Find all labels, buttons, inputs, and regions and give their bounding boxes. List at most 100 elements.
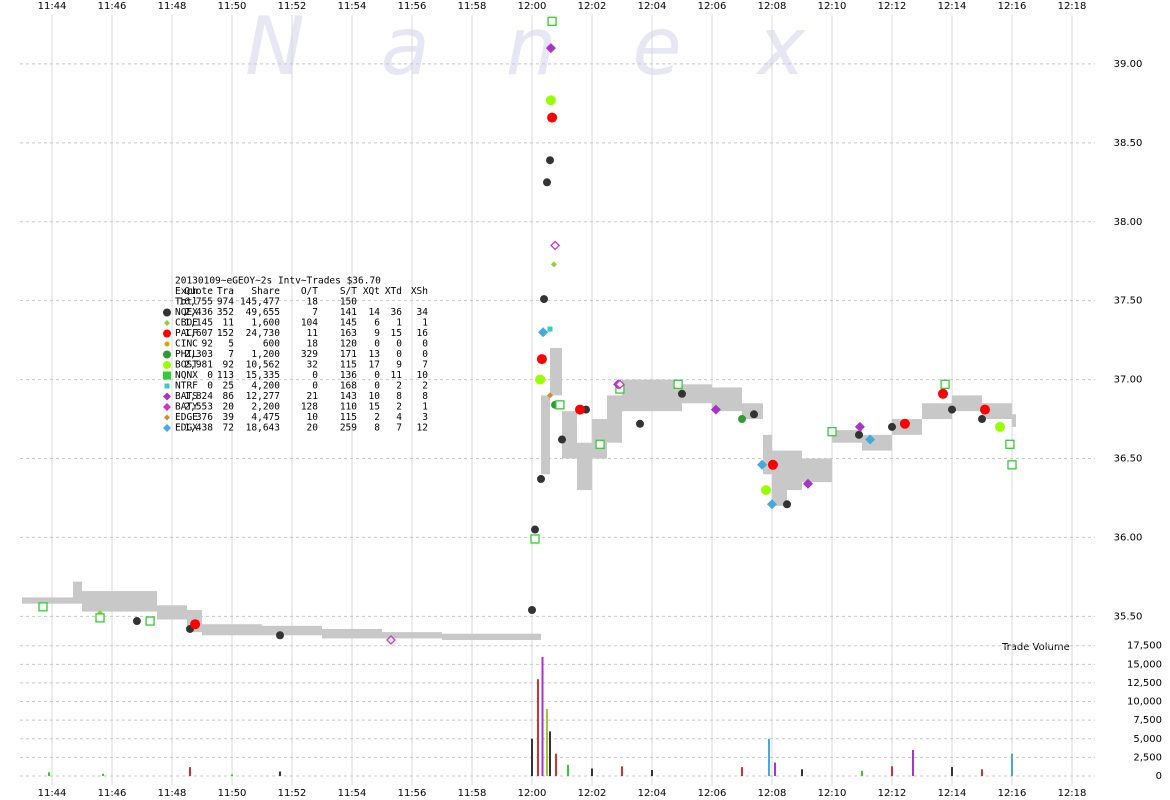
y-tick-label: 37.00 — [1114, 375, 1143, 386]
legend-cell: NQNX — [175, 370, 198, 381]
volume-tick-label: 2,500 — [1133, 752, 1162, 763]
legend-cell: PACF — [175, 328, 198, 339]
legend-cell: 0 — [374, 339, 380, 350]
trade-marker — [995, 421, 1006, 432]
trade-marker — [710, 404, 721, 415]
legend-cell: 115 — [340, 360, 357, 371]
nbbo-band — [22, 597, 74, 604]
legend-cell: 2 — [422, 381, 428, 392]
legend-cell: CINC — [175, 339, 198, 350]
legend-cell: 10 — [417, 370, 429, 381]
trade-marker — [547, 326, 553, 332]
legend-cell: 9 — [396, 360, 402, 371]
legend-marker — [163, 392, 171, 401]
trade-marker — [803, 478, 814, 489]
trade-marker — [575, 404, 586, 415]
trade-marker — [614, 379, 625, 390]
legend-cell: Totl — [175, 297, 198, 308]
y-tick-label: 38.00 — [1114, 217, 1143, 228]
nbbo-band — [562, 411, 578, 459]
legend-cell: 49,655 — [246, 307, 280, 318]
volume-bar — [741, 767, 744, 776]
x-tick-label: 11:56 — [398, 788, 427, 799]
legend-cell: 15 — [391, 328, 402, 339]
trade-marker — [95, 613, 105, 623]
nbbo-band — [73, 581, 83, 604]
trade-marker — [636, 419, 645, 428]
volume-bar — [546, 708, 549, 776]
x-tick-label: 11:58 — [458, 1, 487, 12]
legend-cell: 18,643 — [246, 423, 280, 434]
legend-cell: 11 — [307, 328, 319, 339]
volume-bar — [555, 753, 558, 776]
x-tick-label: 12:10 — [818, 788, 847, 799]
trade-marker — [783, 500, 792, 509]
legend-cell: BATY — [175, 402, 198, 413]
legend-cell: CBOE — [175, 318, 198, 329]
legend-cell: 113 — [217, 370, 234, 381]
legend-cell: 18 — [307, 339, 319, 350]
legend-cell: 0 — [312, 370, 318, 381]
volume-bar — [981, 769, 984, 776]
volume-tick-label: 17,500 — [1127, 641, 1162, 652]
legend-cell: 0 — [422, 349, 428, 360]
legend-cell: 25 — [223, 381, 234, 392]
legend-cell: 0 — [312, 381, 318, 392]
x-tick-label: 11:48 — [158, 788, 187, 799]
legend-cell: 7 — [312, 307, 318, 318]
legend-cell: 92 — [202, 339, 213, 350]
x-tick-label: 11:56 — [398, 1, 427, 12]
legend-marker — [163, 361, 171, 369]
legend-cell: 24,730 — [246, 328, 281, 339]
trade-marker — [767, 459, 778, 470]
trade-marker — [767, 499, 778, 510]
legend-marker — [163, 424, 171, 432]
trade-marker — [537, 475, 546, 484]
legend-cell: 150 — [340, 297, 357, 308]
trade-marker — [555, 400, 565, 410]
nbbo-band — [322, 628, 383, 639]
trade-marker — [528, 606, 537, 615]
volume-bar — [541, 656, 544, 776]
x-tick-label: 12:18 — [1058, 788, 1087, 799]
trade-marker — [948, 405, 957, 414]
legend-cell: 6 — [374, 318, 380, 329]
trade-marker — [531, 525, 540, 534]
legend-cell: 1,607 — [184, 328, 213, 339]
x-tick-label: 11:46 — [98, 788, 127, 799]
x-tick-label: 11:50 — [218, 1, 247, 12]
legend-cell: 12 — [417, 423, 428, 434]
legend-cell: 15 — [369, 402, 380, 413]
y-tick-label: 36.50 — [1114, 453, 1143, 464]
legend-cell: 2 — [374, 412, 380, 423]
legend-cell: BATS — [175, 391, 198, 402]
volume-bar — [537, 679, 540, 776]
x-tick-label: 11:44 — [38, 788, 67, 799]
trade-marker — [38, 602, 48, 612]
volume-bar — [48, 772, 51, 776]
legend-title: 20130109~eGEOY~2s Intv~Trades $36.70 — [175, 276, 381, 287]
nbbo-band — [202, 624, 263, 636]
legend-marker — [164, 341, 170, 347]
trade-marker — [738, 415, 747, 424]
trade-marker — [550, 240, 561, 251]
trade-marker — [530, 534, 540, 544]
nbbo-band — [157, 605, 188, 620]
legend-cell: 2 — [396, 381, 402, 392]
trade-marker — [558, 435, 567, 444]
x-tick-label: 12:18 — [1058, 1, 1087, 12]
nbbo-band — [82, 591, 158, 612]
volume-bar — [567, 764, 570, 776]
legend-cell: 13 — [369, 349, 380, 360]
legend-marker — [163, 329, 171, 338]
legend-cell: 352 — [217, 307, 234, 318]
legend-cell: 1,824 — [184, 391, 213, 402]
x-tick-label: 11:50 — [218, 788, 247, 799]
trade-marker — [940, 379, 950, 389]
legend-cell: 259 — [340, 423, 357, 434]
legend-cell: 0 — [396, 349, 402, 360]
trade-marker — [978, 415, 987, 424]
trade-marker — [1007, 460, 1017, 470]
trade-marker — [899, 418, 910, 429]
